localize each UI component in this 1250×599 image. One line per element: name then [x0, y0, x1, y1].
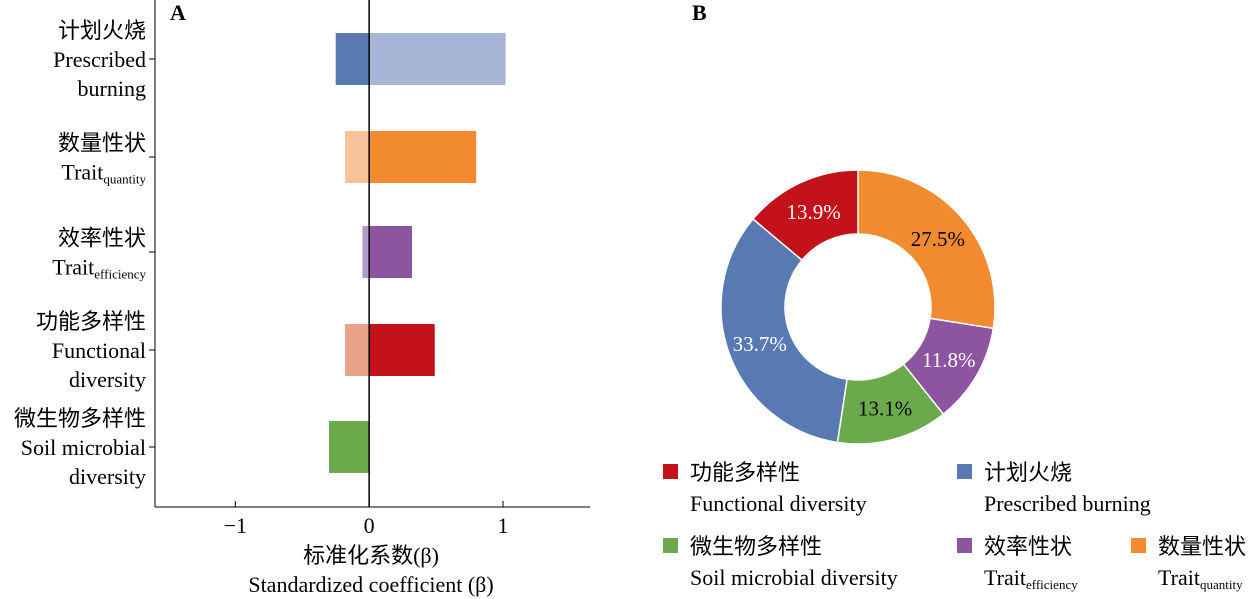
category-label: Prescribed	[53, 47, 146, 72]
bar-0-4	[329, 421, 370, 473]
bar-1-2	[369, 226, 412, 278]
bar-0-3	[345, 324, 370, 376]
legend-swatch	[1131, 538, 1146, 553]
bar-0-1	[345, 131, 370, 183]
category-label: diversity	[69, 367, 146, 392]
slice-trait_efficiency	[902, 317, 995, 416]
bar-1-0	[369, 33, 506, 85]
category-label: Functional	[52, 338, 146, 363]
legend-swatch	[663, 464, 678, 479]
slice-trait_quantity	[857, 169, 996, 330]
legend-label-en: Functional diversity	[690, 491, 867, 516]
category-label: 数量性状	[58, 131, 146, 156]
slice-labels: 27.5% 11.8% 13.1% 33.7% 13.9%	[733, 200, 976, 421]
slice-label-trait_quantity: 27.5%	[911, 227, 965, 251]
x-tick-label: −1	[224, 513, 247, 538]
bar-chart-panel-a: A −1 0 1 计划火烧 Prescribed burning 数量性状 Traitqua…	[14, 0, 590, 597]
legend-label-zh: 微生物多样性	[690, 534, 822, 559]
legend-label-zh: 数量性状	[1158, 534, 1246, 559]
category-label: diversity	[69, 464, 146, 489]
x-tick-label: 1	[498, 513, 509, 538]
category-label: burning	[78, 76, 146, 101]
bar-1-1	[369, 131, 477, 183]
legend-swatch	[663, 538, 678, 553]
bar-group	[329, 33, 506, 473]
donut-slices	[720, 169, 996, 445]
legend: 功能多样性 Functional diversity 计划火烧 Prescribed …	[663, 460, 1246, 592]
x-tick-label: 0	[364, 513, 375, 538]
legend-label-en: Soil microbial diversity	[690, 565, 898, 590]
slice-label-prescribed_burning: 33.7%	[733, 332, 787, 356]
category-label: Soil microbial	[21, 435, 146, 460]
legend-label-zh: 效率性状	[984, 534, 1072, 559]
x-axis-title-en: Standardized coefficient (β)	[248, 572, 493, 597]
category-label: 效率性状	[58, 226, 146, 251]
legend-swatch	[957, 538, 972, 553]
slice-label-functional_diversity: 13.9%	[786, 200, 840, 224]
legend-label-en: Prescribed burning	[984, 491, 1151, 516]
legend-label-zh: 功能多样性	[690, 460, 800, 485]
slice-soil_microbial	[836, 363, 945, 445]
panel-label-a: A	[170, 0, 186, 25]
bar-0-2	[362, 226, 370, 278]
category-labels: 计划火烧 Prescribed burning 数量性状 Traitquantity 效率…	[14, 18, 147, 489]
slice-label-trait_efficiency: 11.8%	[922, 348, 975, 372]
legend-label-en: Traitefficiency	[984, 565, 1078, 592]
panel-label-b: B	[692, 0, 707, 25]
bar-1-3	[369, 324, 435, 376]
category-label: 功能多样性	[36, 309, 146, 334]
category-label: Traitquantity	[61, 160, 146, 187]
axes: −1 0 1	[149, 0, 590, 538]
legend-label-zh: 计划火烧	[984, 460, 1072, 485]
category-label: 微生物多样性	[14, 406, 146, 431]
legend-label-en: Traitquantity	[1158, 565, 1243, 592]
bar-0-0	[335, 33, 370, 85]
category-label: Traitefficiency	[52, 255, 146, 282]
slice-label-soil_microbial: 13.1%	[858, 396, 912, 420]
category-label: 计划火烧	[58, 18, 146, 43]
slice-functional_diversity	[751, 169, 859, 262]
legend-swatch	[957, 464, 972, 479]
slice-prescribed_burning	[720, 217, 848, 444]
x-axis-title-zh: 标准化系数(β)	[303, 543, 439, 568]
